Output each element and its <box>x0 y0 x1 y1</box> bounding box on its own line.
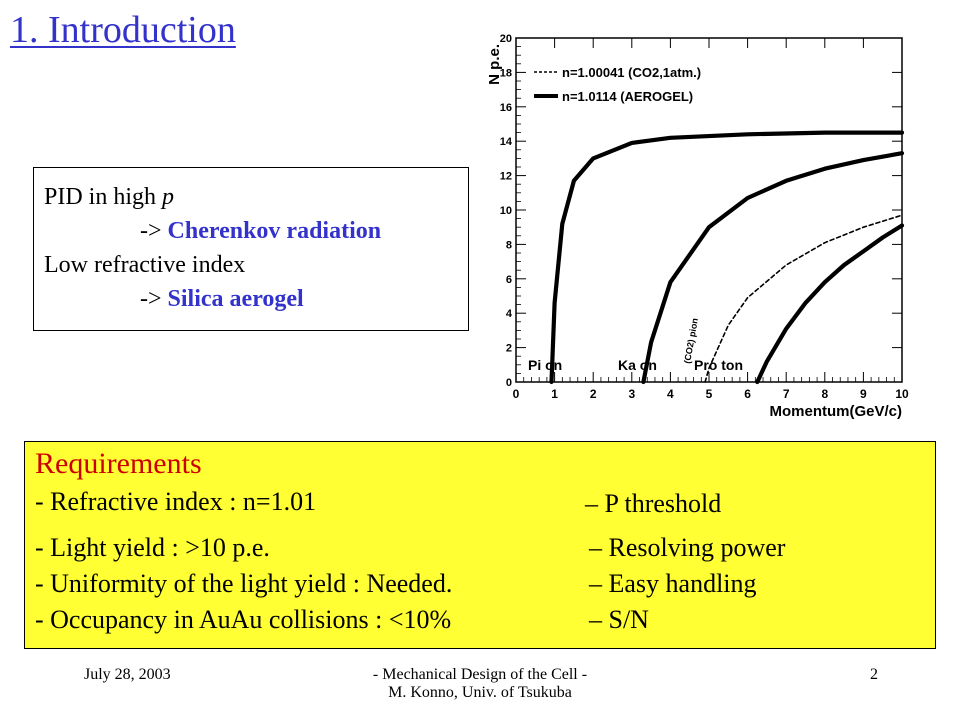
cherenkov-highlight: Cherenkov radiation <box>167 218 382 244</box>
x-tick-label: 5 <box>706 387 713 401</box>
pid-line-1-text: PID in high <box>44 184 163 210</box>
footer-center-line-1: - Mechanical Design of the Cell - <box>372 666 588 683</box>
footer-center: - Mechanical Design of the Cell - M. Kon… <box>330 666 630 702</box>
requirements-title: Requirements <box>35 447 202 480</box>
chart-series <box>549 130 905 385</box>
x-tick-label: 9 <box>860 387 867 401</box>
footer-center-line-2: M. Konno, Univ. of Tsukuba <box>388 684 572 701</box>
npe-momentum-plot: 0 1 2 3 4 5 6 7 8 9 10 0 2 4 6 8 10 12 14 16 18 20 Momentum(Ge… <box>480 30 920 420</box>
requirement-right-1: – P threshold <box>585 489 722 518</box>
requirement-left-2: - Light yield : >10 p.e. <box>35 533 270 562</box>
pid-box: PID in high p -> Cherenkov radiation Low… <box>33 167 469 331</box>
requirement-left-4: - Occupancy in AuAu collisions : <10% <box>35 605 452 634</box>
x-tick-label: 7 <box>783 387 790 401</box>
chart-legend: n=1.00041 (CO2,1atm.) n=1.0114 (AEROGEL) <box>534 65 701 104</box>
y-tick-label: 16 <box>500 102 512 114</box>
pid-line-2: -> Cherenkov radiation <box>44 214 468 248</box>
requirement-right-2: – Resolving power <box>589 533 786 562</box>
legend-label: n=1.0114 (AEROGEL) <box>562 89 693 104</box>
y-tick-label: 0 <box>506 377 512 389</box>
curve-annotation: Ka on <box>618 357 657 373</box>
y-tick-label: 10 <box>500 205 512 217</box>
y-tick-label: 2 <box>506 343 512 355</box>
curve-annotation: Pro ton <box>694 357 743 373</box>
y-tick-label: 14 <box>500 136 513 148</box>
pid-line-4: -> Silica aerogel <box>44 282 468 316</box>
x-tick-label: 4 <box>667 387 674 401</box>
footer-page-number: 2 <box>870 666 878 683</box>
chart-axes: 0 1 2 3 4 5 6 7 8 9 1002468101214161820Momentum(Ge… <box>486 33 909 420</box>
footer-date: July 28, 2003 <box>84 666 171 683</box>
x-tick-label: 10 <box>895 387 909 401</box>
y-axis-label: N p.e. <box>486 44 503 85</box>
series-line <box>549 130 905 385</box>
pid-line-2-arrow: -> <box>140 218 168 244</box>
pid-line-3: Low refractive index <box>44 252 246 278</box>
series-line <box>755 223 905 385</box>
pid-line-1: PID in high p <box>44 180 468 214</box>
curve-annotation: Pi on <box>528 357 562 373</box>
y-tick-label: 6 <box>506 274 512 286</box>
requirements-box: Requirements - Refractive index : n=1.01… <box>24 441 936 649</box>
chart-annotations: Pi on Ka on Pro ton(CO2) pion <box>528 317 743 373</box>
pid-line-1-var: p <box>162 184 175 210</box>
requirement-right-3: – Easy handling <box>589 569 757 598</box>
y-tick-label: 4 <box>506 308 513 320</box>
x-axis-label: Momentum(GeV/c) <box>769 403 902 420</box>
x-tick-label: 6 <box>744 387 751 401</box>
requirement-left-3: - Uniformity of the light yield : Needed… <box>35 569 453 598</box>
y-tick-label: 8 <box>506 239 512 251</box>
y-tick-label: 12 <box>500 171 512 183</box>
chart-svg: 0 1 2 3 4 5 6 7 8 9 1002468101214161820Momentum(Ge… <box>486 33 909 420</box>
series-line <box>641 151 905 385</box>
y-tick-label: 20 <box>500 33 512 45</box>
series-line <box>704 214 903 383</box>
x-tick-label: 8 <box>821 387 828 401</box>
x-tick-label: 3 <box>628 387 635 401</box>
x-tick-label: 2 <box>590 387 597 401</box>
x-tick-label: 0 <box>513 387 520 401</box>
x-tick-label: 1 <box>551 387 558 401</box>
legend-label: n=1.00041 (CO2,1atm.) <box>562 65 701 80</box>
slide-title: 1. Introduction <box>10 9 236 51</box>
aerogel-highlight: Silica aerogel <box>167 286 304 312</box>
requirement-left-1: - Refractive index : n=1.01 <box>35 487 317 516</box>
y-tick-label: 18 <box>500 67 512 79</box>
pid-line-4-arrow: -> <box>140 286 168 312</box>
requirement-right-4: – S/N <box>589 605 649 634</box>
